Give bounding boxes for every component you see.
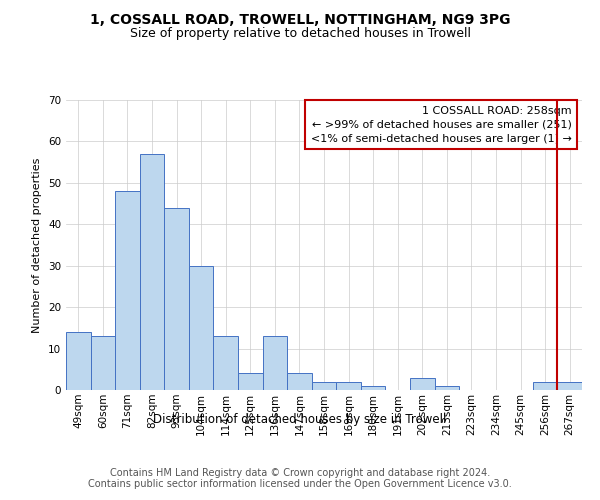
Bar bbox=[238, 374, 263, 390]
Bar bbox=[263, 336, 287, 390]
Bar bbox=[140, 154, 164, 390]
Y-axis label: Number of detached properties: Number of detached properties bbox=[32, 158, 43, 332]
Bar bbox=[434, 386, 459, 390]
Text: 1 COSSALL ROAD: 258sqm
← >99% of detached houses are smaller (251)
<1% of semi-d: 1 COSSALL ROAD: 258sqm ← >99% of detache… bbox=[311, 106, 572, 144]
Bar bbox=[214, 336, 238, 390]
Text: 1, COSSALL ROAD, TROWELL, NOTTINGHAM, NG9 3PG: 1, COSSALL ROAD, TROWELL, NOTTINGHAM, NG… bbox=[90, 12, 510, 26]
Bar bbox=[66, 332, 91, 390]
Text: Contains HM Land Registry data © Crown copyright and database right 2024.
Contai: Contains HM Land Registry data © Crown c… bbox=[88, 468, 512, 489]
Bar bbox=[410, 378, 434, 390]
Text: Size of property relative to detached houses in Trowell: Size of property relative to detached ho… bbox=[130, 28, 470, 40]
Text: Distribution of detached houses by size in Trowell: Distribution of detached houses by size … bbox=[154, 412, 446, 426]
Bar bbox=[115, 191, 140, 390]
Bar bbox=[189, 266, 214, 390]
Bar bbox=[361, 386, 385, 390]
Bar bbox=[287, 374, 312, 390]
Bar bbox=[533, 382, 557, 390]
Bar bbox=[336, 382, 361, 390]
Bar bbox=[312, 382, 336, 390]
Bar bbox=[557, 382, 582, 390]
Bar bbox=[91, 336, 115, 390]
Bar bbox=[164, 208, 189, 390]
